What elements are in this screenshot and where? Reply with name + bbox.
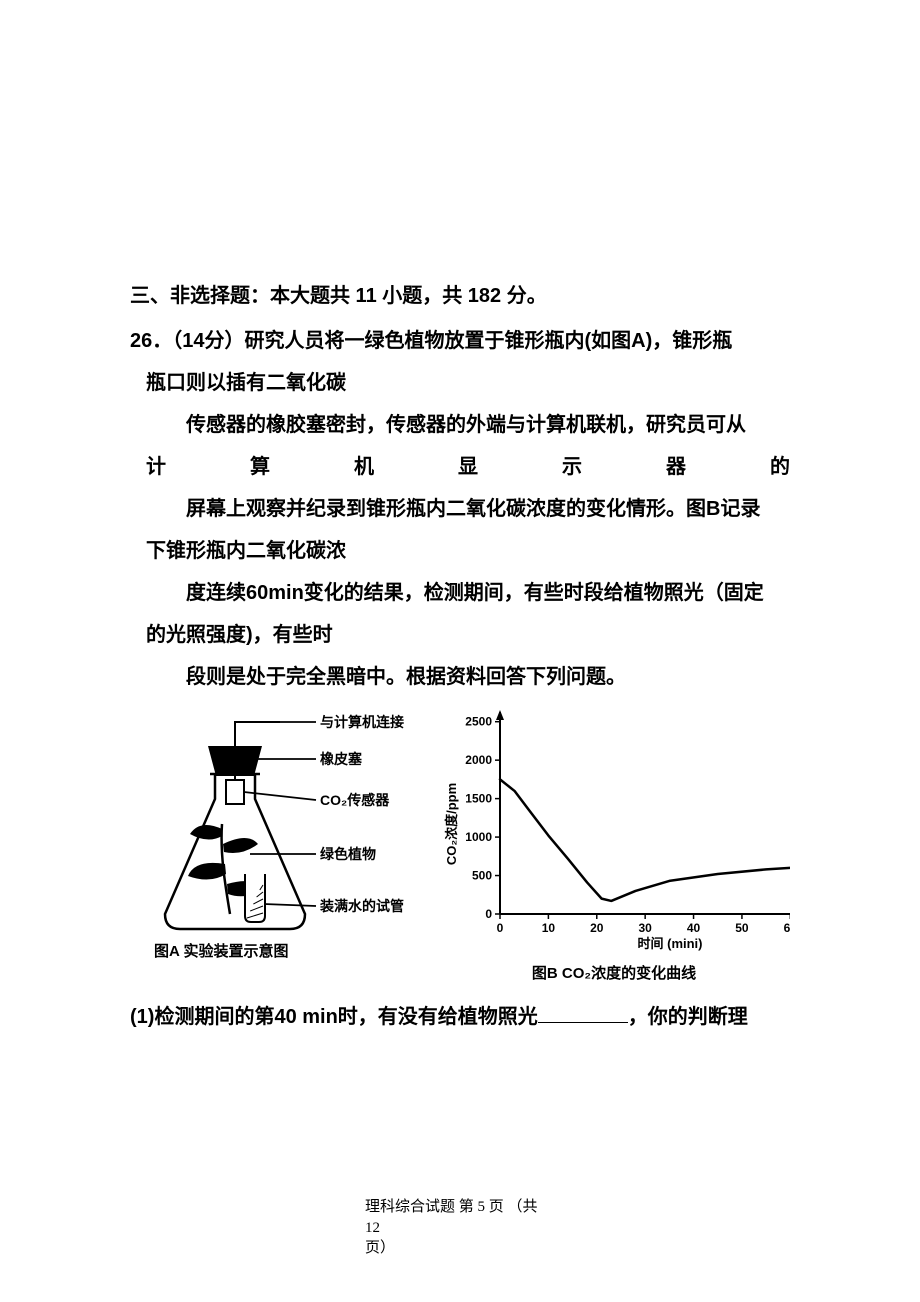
q-line-3: 传感器的橡胶塞密封，传感器的外端与计算机联机，研究员可从 xyxy=(130,404,790,446)
svg-text:60: 60 xyxy=(784,921,790,935)
q-line-4: 计算机显示器的 xyxy=(130,446,790,488)
page-footer: 理科综合试题 第 5 页 （共 12 页） xyxy=(365,1197,555,1258)
section-heading: 三、非选择题：本大题共 11 小题，共 182 分。 xyxy=(130,280,790,312)
figure-a: 与计算机连接橡皮塞 CO₂传感器绿色植物装满水的试管图A 实验装置示意图 xyxy=(130,704,442,974)
figure-b-chart: 0 500 1000 1500 2000 2500 0 10 20 30 40 50 60 时间 (min… xyxy=(442,704,790,982)
q-line-7: 度连续60min变化的结果，检测期间，有些时段给植物照光（固定 xyxy=(130,572,790,614)
svg-text:橡皮塞: 橡皮塞 xyxy=(320,751,363,767)
svg-text:30: 30 xyxy=(639,921,653,935)
svg-text:20: 20 xyxy=(590,921,604,935)
svg-text:图A 实验装置示意图: 图A 实验装置示意图 xyxy=(154,942,288,960)
svg-text:50: 50 xyxy=(735,921,749,935)
q-line1-rest: 研究人员将一绿色植物放置于锥形瓶内(如图A)，锥形瓶 xyxy=(245,330,733,352)
figures-row: 与计算机连接橡皮塞CO₂传感器绿色植物装满水的试管图A 实验装置示意图 0500… xyxy=(130,704,790,982)
svg-text:与计算机连接: 与计算机连接 xyxy=(320,714,404,730)
page: 三、非选择题：本大题共 11 小题，共 182 分。 26．（14分）研究人员将… xyxy=(0,0,920,1302)
q-line-8: 的光照强度)，有些时 xyxy=(130,614,790,656)
blank-fill xyxy=(538,1003,628,1023)
footer-line1: 理科综合试题 第 5 页 （共 12 xyxy=(365,1199,538,1235)
svg-text:装满水的试管: 装满水的试管 xyxy=(319,898,404,914)
svg-text:图B CO₂浓度的变化曲线: 图B CO₂浓度的变化曲线 xyxy=(532,964,696,982)
svg-text:2500: 2500 xyxy=(465,715,492,729)
svg-text:1000: 1000 xyxy=(465,830,492,844)
svg-text:0: 0 xyxy=(497,921,504,935)
q-line-5: 屏幕上观察并纪录到锥形瓶内二氧化碳浓度的变化情形。图B记录 xyxy=(130,488,790,530)
question-number: 26． xyxy=(130,330,172,352)
sub-question-1: (1)检测期间的第40 min时，有没有给植物照光 ，你的判断理 xyxy=(130,996,790,1038)
question-first-line: 26．（14分）研究人员将一绿色植物放置于锥形瓶内(如图A)，锥形瓶 xyxy=(130,320,790,362)
q-line-6: 下锥形瓶内二氧化碳浓 xyxy=(130,530,790,572)
svg-text:0: 0 xyxy=(485,907,492,921)
subq-prefix: (1)检测期间的第40 min时，有没有给植物照光 xyxy=(130,1006,538,1028)
svg-text:1500: 1500 xyxy=(465,792,492,806)
svg-text:绿色植物: 绿色植物 xyxy=(320,846,376,862)
svg-text:2000: 2000 xyxy=(465,753,492,767)
svg-text:10: 10 xyxy=(542,921,556,935)
svg-text:40: 40 xyxy=(687,921,701,935)
svg-text:500: 500 xyxy=(472,869,492,883)
footer-line2: 页） xyxy=(365,1240,395,1256)
svg-text:CO₂浓度/ppm: CO₂浓度/ppm xyxy=(444,783,459,865)
q-line-9: 段则是处于完全黑暗中。根据资料回答下列问题。 xyxy=(130,656,790,698)
subq-suffix: ，你的判断理 xyxy=(628,1006,748,1028)
svg-text:CO₂传感器: CO₂传感器 xyxy=(320,792,390,808)
question-points: （14分） xyxy=(172,330,244,352)
svg-text:时间 (mini): 时间 (mini) xyxy=(638,936,703,951)
q-line-2: 瓶口则以插有二氧化碳 xyxy=(130,362,790,404)
